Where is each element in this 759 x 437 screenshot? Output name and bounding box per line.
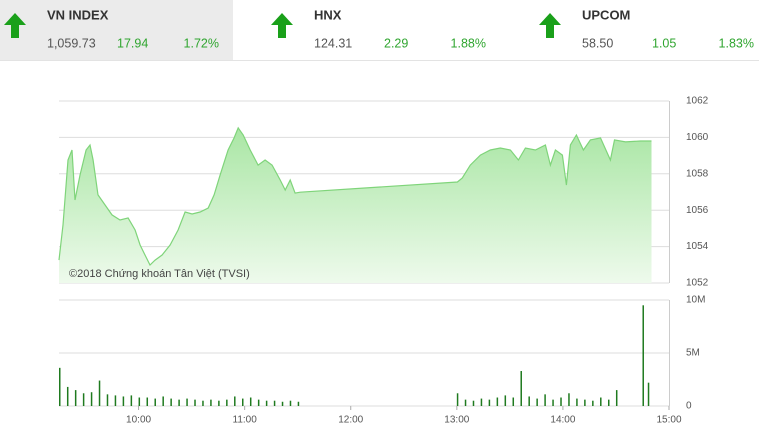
volume-bar bbox=[226, 399, 228, 406]
ticker-change: 2.29 bbox=[384, 36, 408, 50]
volume-bar bbox=[600, 397, 602, 406]
volume-bar bbox=[257, 399, 260, 406]
x-tick-label: 10:00 bbox=[126, 415, 151, 426]
volume-bar bbox=[106, 394, 109, 406]
volume-bar bbox=[568, 393, 570, 406]
volume-bar bbox=[544, 394, 546, 406]
volume-bar bbox=[114, 395, 117, 406]
volume-bar bbox=[520, 371, 522, 406]
y-tick-label: 1062 bbox=[686, 96, 709, 107]
up-arrow bbox=[539, 13, 561, 38]
volume-bar bbox=[218, 400, 220, 406]
up-arrow bbox=[271, 13, 293, 38]
volume-bar bbox=[647, 382, 650, 406]
volume-bar bbox=[281, 401, 284, 406]
ticker-price: 58.50 bbox=[582, 36, 613, 50]
ticker-name: UPCOM bbox=[582, 7, 630, 22]
volume-bar bbox=[576, 398, 578, 406]
y-tick-label: 1054 bbox=[686, 241, 709, 252]
x-tick-label: 13:00 bbox=[444, 415, 469, 426]
volume-bar bbox=[210, 399, 212, 406]
volume-bar bbox=[560, 397, 562, 406]
x-tick-label: 15:00 bbox=[656, 415, 681, 426]
up-arrow bbox=[4, 13, 26, 38]
volume-bar bbox=[98, 380, 101, 406]
volume-bar bbox=[178, 399, 180, 406]
ticker-percent: 1.72% bbox=[184, 36, 219, 50]
volume-bar bbox=[162, 396, 164, 406]
volume-bar bbox=[615, 390, 618, 406]
volume-bar bbox=[170, 398, 172, 406]
x-tick-label: 11:00 bbox=[233, 415, 258, 426]
active-tab bbox=[0, 0, 233, 60]
ticker-name: VN INDEX bbox=[47, 7, 109, 22]
volume-bar bbox=[138, 397, 141, 406]
volume-bar bbox=[289, 400, 292, 406]
volume-bar bbox=[464, 399, 467, 406]
y-tick-label: 1060 bbox=[686, 132, 709, 143]
volume-bar bbox=[130, 395, 133, 406]
ticker-percent: 1.88% bbox=[451, 36, 486, 50]
volume-bar bbox=[584, 399, 586, 406]
volume-bar bbox=[122, 396, 125, 406]
volume-bar bbox=[242, 398, 244, 406]
volume-bar bbox=[59, 367, 61, 406]
volume-bar bbox=[552, 399, 554, 406]
copyright: ©2018 Chứng khoán Tân Việt (TVSI) bbox=[69, 268, 250, 280]
y-tick-label: 0 bbox=[686, 401, 692, 412]
y-tick-label: 5M bbox=[686, 348, 700, 359]
volume-bar bbox=[90, 392, 93, 406]
volume-bar bbox=[202, 400, 204, 406]
volume-bar bbox=[74, 390, 77, 406]
volume-bar bbox=[146, 397, 149, 406]
ticker-change: 17.94 bbox=[117, 36, 148, 50]
volume-bar bbox=[154, 398, 156, 406]
volume-bar bbox=[249, 397, 252, 406]
volume-bar bbox=[456, 393, 459, 406]
volume-bar bbox=[512, 397, 515, 406]
volume-bar bbox=[642, 305, 644, 406]
y-tick-label: 1052 bbox=[686, 278, 709, 289]
ticker-name: HNX bbox=[314, 7, 342, 22]
volume-bar bbox=[504, 395, 507, 406]
y-tick-label: 10M bbox=[686, 295, 705, 306]
volume-bar bbox=[536, 398, 538, 406]
volume-bar bbox=[608, 399, 610, 406]
volume-bar bbox=[496, 397, 499, 406]
volume-bar bbox=[488, 399, 491, 406]
volume-bar bbox=[528, 396, 530, 406]
volume-bar bbox=[472, 400, 475, 406]
area-fill bbox=[59, 127, 652, 284]
x-tick-label: 14:00 bbox=[550, 415, 575, 426]
volume-bar bbox=[297, 401, 300, 406]
x-tick-label: 12:00 bbox=[338, 415, 363, 426]
volume-bar bbox=[194, 399, 196, 406]
volume-bar bbox=[273, 400, 276, 406]
volume-bar bbox=[265, 400, 268, 406]
ticker-price: 124.31 bbox=[314, 36, 352, 50]
ticker-percent: 1.83% bbox=[719, 36, 754, 50]
price-line bbox=[58, 126, 652, 266]
volume-bar bbox=[592, 400, 594, 406]
ticker-change: 1.05 bbox=[652, 36, 676, 50]
y-tick-label: 1056 bbox=[686, 205, 709, 216]
ticker-price: 1,059.73 bbox=[47, 36, 96, 50]
volume-bar bbox=[186, 398, 188, 406]
y-tick-label: 1058 bbox=[686, 168, 709, 179]
volume-bar bbox=[66, 386, 69, 406]
volume-bar bbox=[480, 398, 483, 406]
volume-bar bbox=[82, 393, 85, 406]
volume-bar bbox=[234, 396, 236, 406]
